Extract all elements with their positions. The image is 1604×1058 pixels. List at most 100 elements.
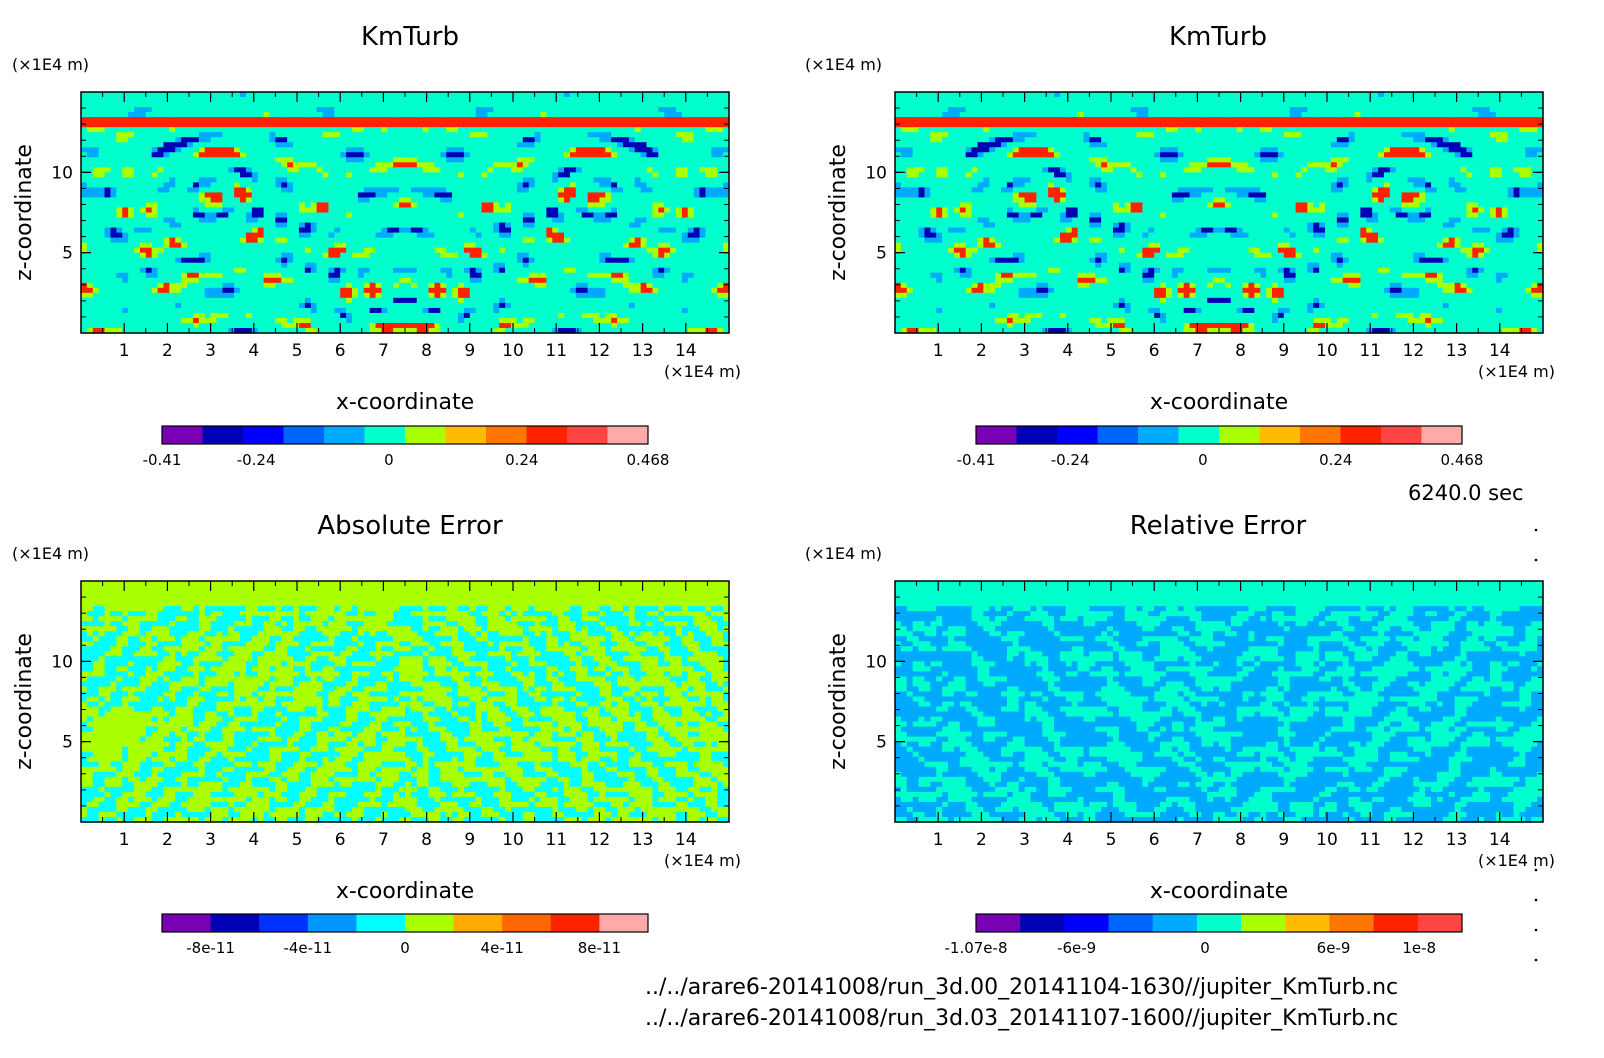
heatmap-cell xyxy=(493,282,500,289)
heatmap-cell xyxy=(86,117,94,123)
heatmap-cell xyxy=(192,227,200,234)
heatmap-cell xyxy=(116,187,123,194)
heatmap-cell xyxy=(428,267,436,274)
heatmap-cell xyxy=(169,247,176,254)
heatmap-cell xyxy=(670,147,677,153)
heatmap-cell xyxy=(357,282,365,289)
heatmap-cell xyxy=(611,152,618,158)
heatmap-cell xyxy=(145,327,153,334)
heatmap-cell xyxy=(581,322,589,329)
heatmap-cell xyxy=(351,112,359,118)
heatmap-cell xyxy=(681,232,689,239)
heatmap-cell xyxy=(375,327,383,334)
heatmap-cell xyxy=(369,182,377,188)
heatmap-cell xyxy=(605,272,612,279)
heatmap-cell xyxy=(340,302,347,309)
heatmap-cell xyxy=(475,222,483,229)
heatmap-cell xyxy=(92,217,100,224)
heatmap-cell xyxy=(405,202,412,209)
heatmap-cell xyxy=(428,222,436,229)
heatmap-cell xyxy=(228,207,235,214)
heatmap-cell xyxy=(375,117,383,123)
heatmap-cell xyxy=(575,267,583,274)
heatmap-cell xyxy=(634,162,642,168)
heatmap-cell xyxy=(198,317,206,324)
heatmap-cell xyxy=(357,92,365,98)
heatmap-cell xyxy=(322,262,330,269)
heatmap-cell xyxy=(275,187,282,194)
heatmap-cell xyxy=(463,262,471,269)
heatmap-cell xyxy=(134,132,141,138)
heatmap-cell xyxy=(546,202,553,209)
heatmap-cell xyxy=(581,237,589,244)
heatmap-cell xyxy=(687,92,695,98)
heatmap-cell xyxy=(410,147,418,153)
heatmap-cell xyxy=(611,97,618,103)
heatmap-cell xyxy=(139,312,147,319)
heatmap-cell xyxy=(599,107,606,113)
heatmap-cell xyxy=(298,197,306,204)
heatmap-cell xyxy=(192,112,200,118)
heatmap-cell xyxy=(593,217,600,224)
heatmap-cell xyxy=(210,197,218,204)
heatmap-cell xyxy=(475,262,483,269)
heatmap-cell xyxy=(310,152,318,158)
heatmap-cell xyxy=(528,132,536,138)
heatmap-cell xyxy=(505,277,512,284)
heatmap-cell xyxy=(204,307,212,314)
heatmap-cell xyxy=(569,167,577,173)
heatmap-cell xyxy=(646,277,654,284)
heatmap-cell xyxy=(622,137,630,143)
heatmap-cell xyxy=(92,117,100,123)
heatmap-cell xyxy=(263,107,271,113)
heatmap-cell xyxy=(222,242,229,249)
heatmap-cell xyxy=(340,167,347,173)
heatmap-cell xyxy=(440,202,447,209)
heatmap-cell xyxy=(622,317,630,324)
heatmap-cell xyxy=(393,247,400,254)
heatmap-cell xyxy=(204,187,212,194)
heatmap-cell xyxy=(622,222,630,229)
heatmap-cell xyxy=(575,222,583,229)
heatmap-cell xyxy=(422,242,430,249)
heatmap-cell xyxy=(522,142,530,148)
heatmap-cell xyxy=(558,257,565,264)
heatmap-cell xyxy=(428,312,436,319)
heatmap-cell xyxy=(310,302,318,309)
heatmap-cell xyxy=(681,312,689,319)
heatmap-cell xyxy=(664,237,671,244)
heatmap-cell xyxy=(581,137,589,143)
heatmap-cell xyxy=(393,152,400,158)
heatmap-cell xyxy=(452,182,459,188)
heatmap-cell xyxy=(222,307,229,314)
heatmap-cell xyxy=(81,317,88,324)
heatmap-cell xyxy=(175,252,182,259)
heatmap-cell xyxy=(552,97,559,103)
heatmap-cell xyxy=(92,122,100,128)
heatmap-cell xyxy=(340,287,347,294)
heatmap-cell xyxy=(405,302,412,309)
heatmap-cell xyxy=(245,302,253,309)
heatmap-cell xyxy=(192,257,200,264)
heatmap-cell xyxy=(316,327,324,334)
heatmap-cell xyxy=(528,197,536,204)
heatmap-cell xyxy=(222,157,229,163)
heatmap-cell xyxy=(139,102,147,108)
heatmap-cell xyxy=(469,167,477,173)
heatmap-cell xyxy=(487,142,494,148)
heatmap-cell xyxy=(499,127,506,133)
heatmap-cell xyxy=(187,302,194,309)
heatmap-cell xyxy=(104,307,112,314)
heatmap-cell xyxy=(216,217,223,224)
heatmap-cell xyxy=(181,287,188,294)
heatmap-cell xyxy=(599,252,606,259)
heatmap-cell xyxy=(228,312,235,319)
heatmap-cell xyxy=(546,272,553,279)
heatmap-cell xyxy=(275,307,282,314)
heatmap-cell xyxy=(145,257,153,264)
heatmap-cell xyxy=(475,317,483,324)
heatmap-cell xyxy=(145,152,153,158)
heatmap-cell xyxy=(463,157,471,163)
heatmap-cell xyxy=(387,272,394,279)
heatmap-cell xyxy=(298,142,306,148)
